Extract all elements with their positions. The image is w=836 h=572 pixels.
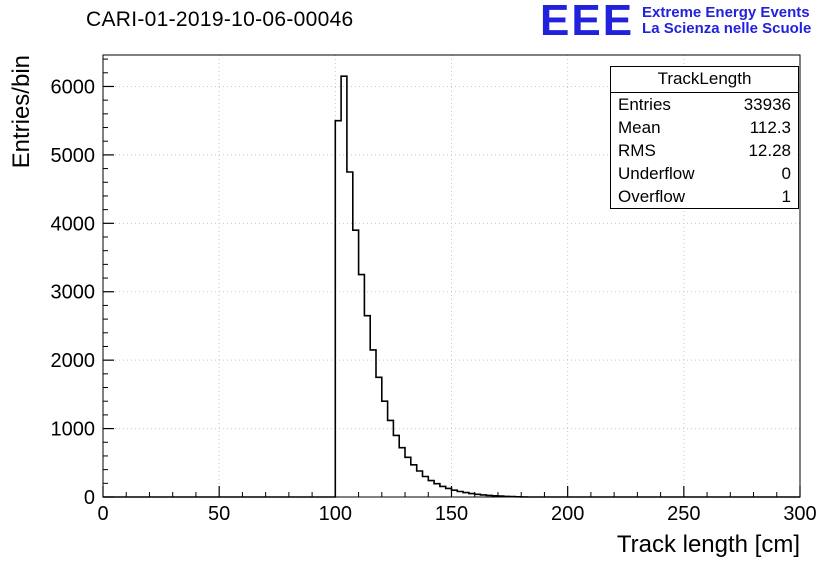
stats-title: TrackLength	[611, 67, 798, 93]
x-axis-title: Track length [cm]	[616, 531, 800, 558]
stats-row-entries: Entries 33936	[611, 93, 798, 116]
stats-value: 33936	[743, 95, 791, 114]
svg-text:50: 50	[208, 503, 230, 525]
svg-text:200: 200	[551, 503, 584, 525]
eee-logo: EEE Extreme Energy Events La Scienza nel…	[540, 0, 811, 45]
stats-row-underflow: Underflow 0	[611, 162, 798, 185]
stats-row-rms: RMS 12.28	[611, 139, 798, 162]
y-axis-title: Entries/bin	[8, 55, 35, 169]
svg-text:4000: 4000	[51, 213, 96, 235]
svg-text:2000: 2000	[51, 350, 96, 372]
stats-value: 1	[781, 187, 791, 206]
stats-label: Underflow	[618, 164, 695, 183]
svg-text:6000: 6000	[51, 76, 96, 98]
stats-value: 12.28	[748, 141, 791, 160]
eee-logo-line1: Extreme Energy Events	[642, 4, 810, 21]
svg-text:0: 0	[97, 503, 108, 525]
svg-text:0: 0	[84, 487, 95, 509]
eee-logo-line2: La Scienza nelle Scuole	[642, 20, 812, 37]
plot-title: CARI-01-2019-10-06-00046	[86, 8, 354, 31]
stats-label: Mean	[618, 118, 661, 137]
svg-text:300: 300	[783, 503, 816, 525]
stats-label: Overflow	[618, 187, 686, 206]
svg-text:5000: 5000	[51, 145, 96, 167]
svg-text:1000: 1000	[51, 419, 96, 441]
eee-logo-subtitle: Extreme Energy Events La Scienza nelle S…	[642, 5, 811, 37]
histogram-line	[103, 75, 800, 498]
eee-logo-text: EEE	[540, 0, 635, 45]
stats-value: 112.3	[749, 118, 791, 137]
svg-text:150: 150	[435, 503, 468, 525]
stats-value: 0	[781, 164, 791, 183]
stats-row-overflow: Overflow 1	[611, 185, 798, 208]
stats-row-mean: Mean 112.3	[611, 116, 798, 139]
stats-box: TrackLength Entries 33936 Mean 112.3 RMS…	[610, 66, 799, 209]
stats-label: RMS	[618, 141, 656, 160]
stats-label: Entries	[618, 95, 671, 114]
svg-text:3000: 3000	[51, 282, 96, 304]
svg-text:250: 250	[667, 503, 700, 525]
svg-text:100: 100	[319, 503, 352, 525]
